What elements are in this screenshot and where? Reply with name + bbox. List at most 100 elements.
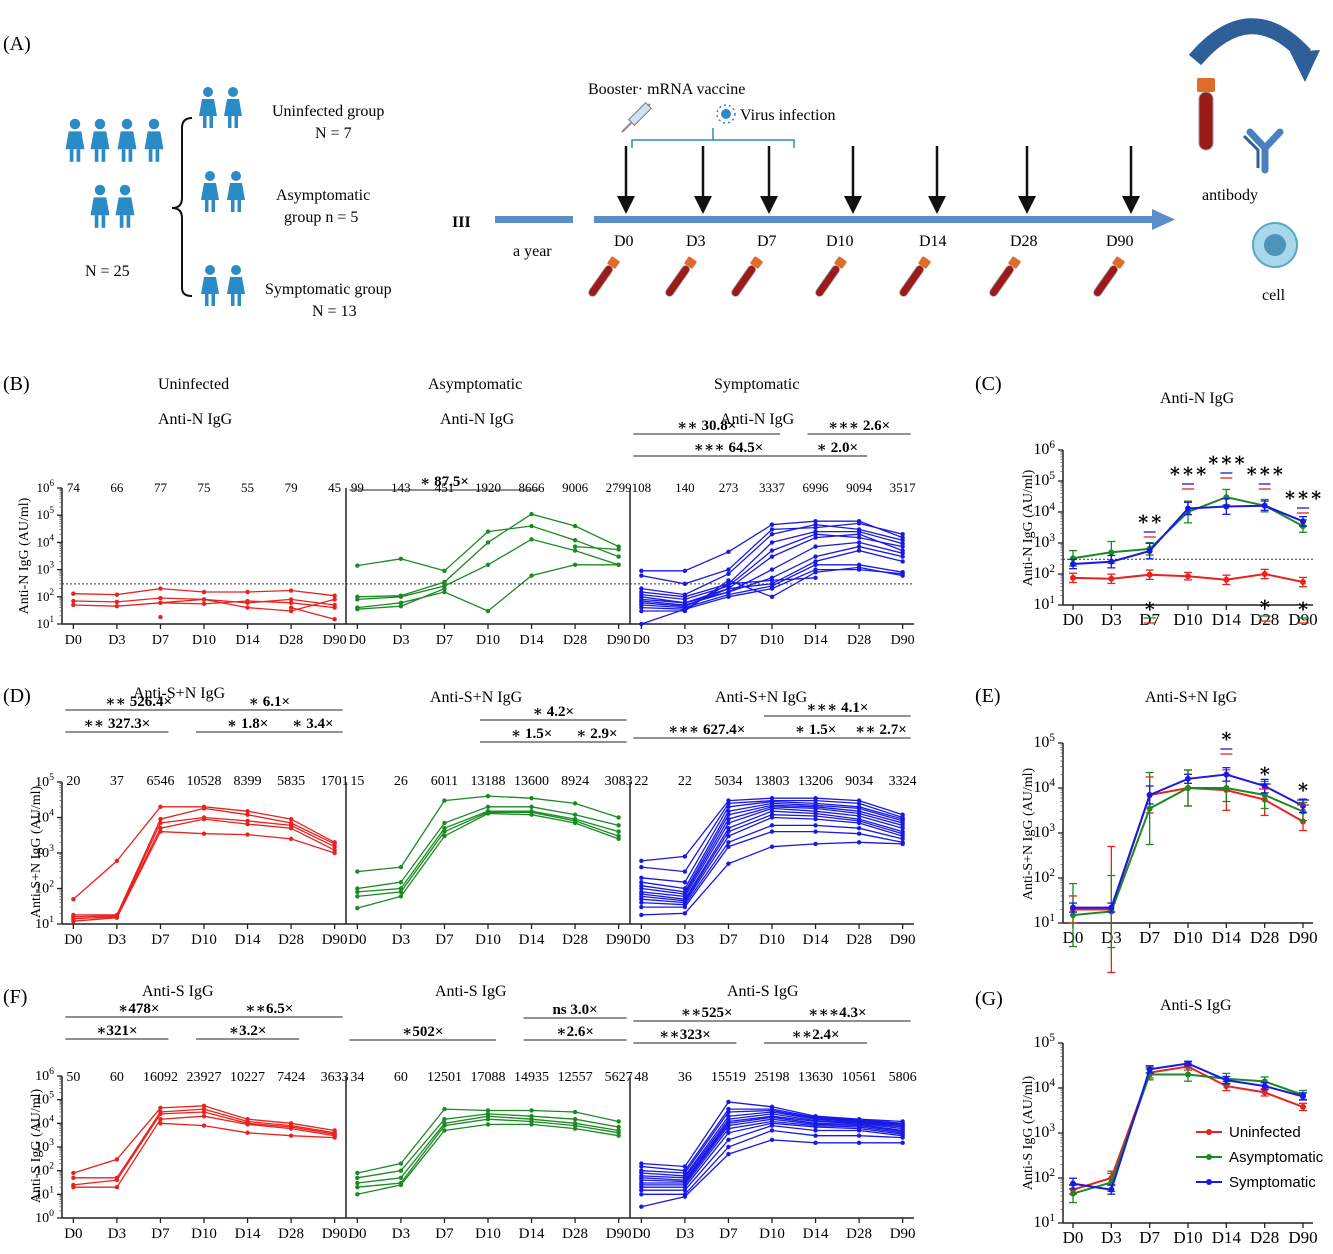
x-tick-label: D3 xyxy=(676,1226,694,1242)
y-tick-label: 103 xyxy=(1033,1122,1055,1141)
data-point xyxy=(71,1170,76,1176)
data-point xyxy=(288,600,294,606)
data-point xyxy=(682,597,688,602)
person-head xyxy=(231,265,241,275)
x-tick-label: D10 xyxy=(191,932,217,948)
person-leg xyxy=(155,149,160,162)
data-point xyxy=(726,816,731,822)
significance-label: ∗∗ 30.8× xyxy=(677,418,736,434)
data-point xyxy=(726,801,731,806)
x-tick-label: D0 xyxy=(348,1226,366,1242)
person-head xyxy=(231,171,241,181)
data-point xyxy=(114,599,120,605)
data-point xyxy=(572,523,578,529)
person-icon xyxy=(201,265,219,306)
tube-body xyxy=(665,265,691,297)
x-tick-label: D28 xyxy=(279,633,303,648)
data-point xyxy=(726,1137,731,1143)
data-point xyxy=(572,1116,578,1122)
data-point xyxy=(114,592,120,597)
chart-b3: Anti-N IgG D0 D3 D7 D10 D14 D28 D90 108 140 273 333… xyxy=(629,411,916,648)
data-point xyxy=(682,607,688,612)
significance-label: ∗ 4.2× xyxy=(533,704,574,720)
x-tick-label: D14 xyxy=(519,633,543,648)
data-point xyxy=(355,597,360,602)
data-point xyxy=(1300,1103,1306,1110)
person-leg xyxy=(237,294,241,306)
data-point xyxy=(355,1192,360,1197)
y-axis-label: Anti-N IgG (AU/ml) xyxy=(1021,469,1036,586)
blood-tube-icon xyxy=(1197,78,1215,151)
person-leg xyxy=(101,149,106,162)
person-icon xyxy=(117,118,137,162)
data-point xyxy=(856,565,862,570)
series-line xyxy=(290,606,335,620)
data-point xyxy=(158,595,163,601)
data-point xyxy=(332,605,337,610)
data-point xyxy=(398,1175,404,1180)
person-icon xyxy=(201,171,219,212)
data-point xyxy=(639,880,644,885)
data-point xyxy=(769,522,775,527)
top-value-label: 13803 xyxy=(755,774,790,789)
significance-label: ∗3.2× xyxy=(229,1023,267,1039)
data-point xyxy=(245,809,250,814)
timepoint-label: D0 xyxy=(614,233,634,250)
data-point xyxy=(813,519,818,524)
top-value-label: 60 xyxy=(110,1070,124,1085)
x-tick-label: D90 xyxy=(606,1226,632,1242)
x-tick-label: D28 xyxy=(1250,1228,1279,1247)
group-uninfected-label: Uninfected group xyxy=(272,103,384,120)
data-point xyxy=(529,795,534,801)
person-head xyxy=(119,184,131,196)
chart-b2: Anti-N IgG D0 D3 D7 D10 D14 D28 D90 99 143 451 1920… xyxy=(345,411,632,648)
significance-label: ∗ 3.4× xyxy=(292,716,333,732)
data-point xyxy=(900,559,905,564)
chart-title: Anti-S+N IgG xyxy=(133,685,226,702)
charts-layer: Anti-N IgG 101 102 103 104 105 106 Anti-N IgG (… xyxy=(17,390,1324,1247)
data-point xyxy=(355,1180,360,1186)
data-point xyxy=(398,880,404,885)
data-point xyxy=(442,586,447,591)
top-value-label: 12501 xyxy=(427,1070,462,1085)
top-value-label: 99 xyxy=(351,480,364,495)
person-body xyxy=(90,197,110,216)
data-point xyxy=(813,816,818,822)
x-tick-label: D10 xyxy=(1173,610,1202,629)
data-point xyxy=(355,1170,360,1176)
timepoint-arrowhead xyxy=(694,196,712,214)
x-tick-label: D0 xyxy=(348,932,366,948)
data-point xyxy=(639,886,644,891)
significance-label: ∗ 2.0× xyxy=(817,440,858,456)
x-tick-label: D90 xyxy=(890,1226,916,1242)
data-point xyxy=(856,1128,862,1133)
x-tick-label: D7 xyxy=(435,932,454,948)
x-tick-label: D10 xyxy=(1173,928,1202,947)
data-point xyxy=(682,854,688,859)
data-point xyxy=(856,820,862,826)
timepoint-arrowhead xyxy=(1122,196,1140,214)
significance-label: ∗∗2.4× xyxy=(792,1027,840,1043)
data-point xyxy=(529,1122,534,1127)
person-icon xyxy=(65,118,85,162)
chart-g: Anti-S IgG 101 102 103 104 105 Anti-S IgG (AU/… xyxy=(1021,997,1324,1247)
data-point xyxy=(1070,912,1076,919)
y-tick-label: 101 xyxy=(1033,912,1055,931)
x-tick-label: D14 xyxy=(803,633,827,648)
chart-title: Anti-S IgG xyxy=(1160,997,1232,1014)
person-body xyxy=(90,131,110,150)
significance-label: ∗478× xyxy=(118,1001,159,1017)
data-point xyxy=(442,825,447,831)
data-point xyxy=(639,621,644,627)
data-point xyxy=(639,1164,644,1169)
person-leg xyxy=(209,116,213,128)
data-point xyxy=(856,825,862,831)
person-leg xyxy=(234,116,238,128)
data-point xyxy=(1300,518,1306,525)
x-tick-label: D14 xyxy=(235,633,259,648)
x-tick-label: D7 xyxy=(152,633,169,648)
top-value-label: 3337 xyxy=(759,480,786,495)
person-leg xyxy=(126,215,131,228)
data-point xyxy=(726,571,731,577)
data-point xyxy=(726,825,731,831)
